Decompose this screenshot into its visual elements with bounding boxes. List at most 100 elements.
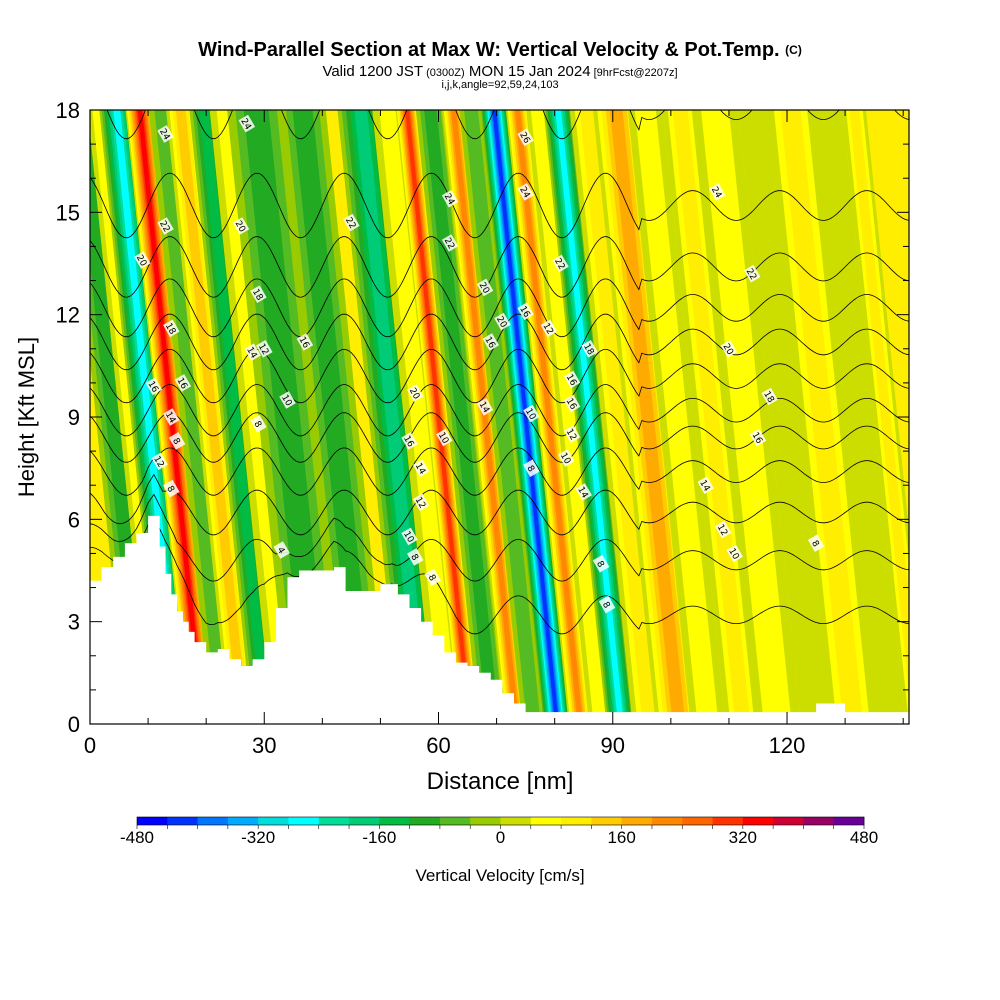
svg-text:22: 22 <box>744 267 758 282</box>
velocity-band <box>807 110 906 724</box>
theta-contour-label: 12 <box>715 520 732 539</box>
svg-text:8: 8 <box>170 437 182 447</box>
theta-contour-label: 22 <box>157 217 174 235</box>
theta-contour-line <box>106 110 909 140</box>
theta-contour-line <box>90 278 909 338</box>
colorbar-swatch <box>258 817 289 825</box>
velocity-band <box>199 110 272 724</box>
velocity-band <box>846 110 909 724</box>
velocity-band <box>424 110 500 724</box>
colorbar-swatch <box>803 817 835 825</box>
theta-contour-line <box>90 313 909 371</box>
theta-contour-label: 8 <box>598 595 616 614</box>
colorbar-swatch <box>621 817 653 825</box>
chart-subtitle: Valid 1200 JST (0300Z) MON 15 Jan 2024 [… <box>322 63 677 80</box>
x-axis-label: Distance [nm] <box>427 768 574 795</box>
y-axis-label: Height [Kft MSL] <box>14 337 39 497</box>
theta-contour-line <box>90 172 909 239</box>
x-tick-label: 60 <box>426 733 450 758</box>
velocity-band <box>701 110 792 724</box>
colorbar-swatch <box>318 817 350 825</box>
y-tick-label: 6 <box>68 507 80 532</box>
colorbar-tick-label: 160 <box>607 828 635 847</box>
theta-contour-label: 12 <box>413 493 430 512</box>
colorbar-swatch <box>742 817 774 825</box>
colorbar-tick-label: -160 <box>362 828 396 847</box>
svg-text:8: 8 <box>809 539 821 549</box>
colorbar-swatch <box>591 817 623 825</box>
theta-contour-label: 8 <box>424 568 441 587</box>
svg-text:8: 8 <box>524 464 536 474</box>
svg-text:12: 12 <box>413 496 427 511</box>
theta-contour-line <box>90 447 909 496</box>
svg-text:8: 8 <box>426 573 438 583</box>
theta-contour-line <box>90 473 909 536</box>
x-tick-label: 30 <box>252 733 276 758</box>
theta-contour-label: 8 <box>592 554 610 573</box>
velocity-band <box>492 110 559 724</box>
colorbar-swatch <box>349 817 380 825</box>
colorbar-swatch <box>439 817 471 825</box>
velocity-band <box>780 110 864 724</box>
velocity-band <box>175 110 249 724</box>
colorbar: -480 -320 -160 0 160 320 480 <box>120 816 878 847</box>
colorbar-swatch <box>773 817 804 825</box>
velocity-band <box>555 110 624 724</box>
velocity-band <box>672 110 751 724</box>
x-tick-label: 0 <box>84 733 96 758</box>
theta-contour-line <box>90 516 909 635</box>
terrain-mask <box>90 515 909 724</box>
theta-contour-line <box>90 349 909 404</box>
velocity-band <box>842 110 909 724</box>
y-tick-label: 0 <box>68 712 80 737</box>
y-tick-label: 15 <box>56 200 80 225</box>
colorbar-swatch <box>470 817 501 825</box>
velocity-band <box>530 110 608 724</box>
svg-text:4: 4 <box>275 546 287 556</box>
theta-contour-label: 22 <box>552 254 569 273</box>
colorbar-tick-label: 320 <box>729 828 757 847</box>
theta-contour-label: 4 <box>273 541 290 559</box>
y-tick-label: 9 <box>68 405 80 430</box>
svg-text:8: 8 <box>594 559 606 569</box>
svg-text:8: 8 <box>600 600 612 610</box>
colorbar-swatch <box>500 817 532 825</box>
colorbar-tick-label: -480 <box>120 828 154 847</box>
velocity-band <box>354 110 430 724</box>
velocity-band <box>405 110 472 724</box>
colorbar-swatch <box>833 817 865 825</box>
velocity-band <box>609 110 686 724</box>
theta-contour-label: 8 <box>807 534 825 553</box>
y-tick-label: 18 <box>56 98 80 123</box>
velocity-band <box>634 110 719 724</box>
velocity-band <box>113 110 183 724</box>
chart-title: Wind-Parallel Section at Max W: Vertical… <box>198 39 802 61</box>
colorbar-swatch <box>197 817 229 825</box>
y-tick-label: 3 <box>68 610 80 635</box>
theta-contour-line <box>90 412 909 463</box>
x-tick-label: 120 <box>769 733 806 758</box>
colorbar-swatch <box>712 817 744 825</box>
velocity-band <box>464 110 541 724</box>
x-axis: 0 30 60 90 120 <box>84 110 904 758</box>
theta-contour-line <box>90 236 909 298</box>
svg-text:8: 8 <box>164 484 176 494</box>
theta-contour-label: 8 <box>168 432 186 450</box>
svg-text:12: 12 <box>564 427 578 442</box>
velocity-band <box>450 110 520 724</box>
theta-contour-label: 12 <box>564 425 581 443</box>
svg-text:8: 8 <box>408 553 420 563</box>
svg-text:22: 22 <box>442 236 456 251</box>
y-axis: 0 3 6 9 12 15 18 <box>56 98 909 737</box>
colorbar-swatch <box>409 817 441 825</box>
colorbar-swatch <box>682 817 713 825</box>
svg-text:12: 12 <box>540 322 554 337</box>
theta-contour-label: 22 <box>442 234 459 252</box>
colorbar-swatch <box>651 817 683 825</box>
theta-contour-label: 8 <box>407 548 424 566</box>
theta-contour-label: 22 <box>343 213 360 232</box>
theta-contour-label: 12 <box>540 319 558 338</box>
velocity-band <box>292 110 376 724</box>
colorbar-tick-label: 0 <box>496 828 505 847</box>
